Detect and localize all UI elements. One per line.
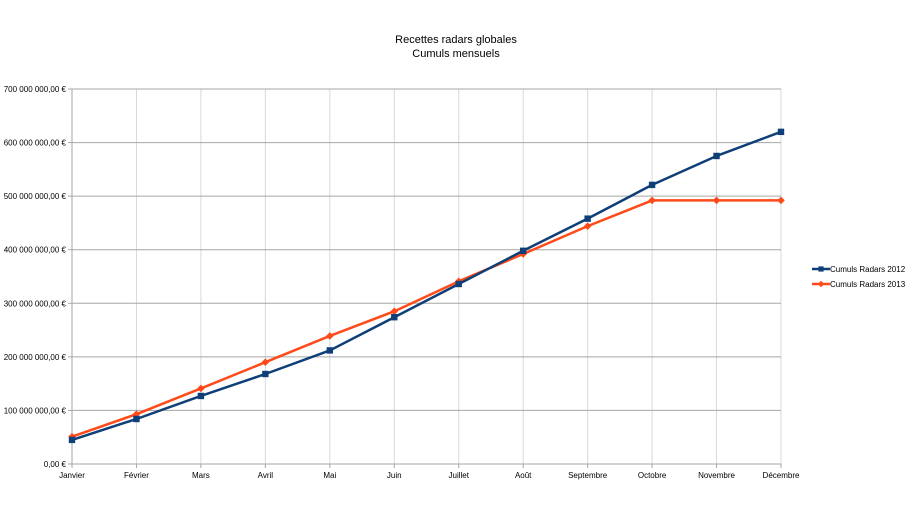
data-point (197, 392, 205, 400)
legend-label: Cumuls Radars 2012 (830, 265, 906, 274)
y-tick-label: 200 000 000,00 € (4, 353, 67, 362)
data-point (132, 410, 141, 418)
legend-entry: Cumuls Radars 2013 (812, 280, 906, 289)
data-point (197, 384, 205, 393)
x-tick-label: Juillet (449, 471, 470, 480)
data-point (648, 196, 656, 205)
grid (71, 88, 782, 465)
data-point (519, 247, 527, 254)
x-tick-label: Septembre (568, 471, 608, 480)
legend-marker (818, 266, 824, 272)
data-point (326, 347, 334, 354)
y-tick-label: 100 000 000,00 € (4, 406, 67, 415)
data-point (390, 307, 399, 316)
data-point (777, 128, 785, 136)
x-tick-label: Mars (192, 471, 210, 480)
series-line (71, 199, 781, 438)
x-axis-ticks: Janvier Février Mars Avril Mai Juin Juillet Aoû… (59, 471, 800, 480)
data-point (713, 152, 720, 160)
data-point (68, 436, 76, 444)
series-1 (68, 128, 785, 444)
data-point (648, 181, 656, 189)
axes (68, 88, 782, 468)
data-point (584, 215, 591, 222)
series (68, 128, 785, 444)
chart-title: Recettes radars globales (395, 34, 517, 46)
legend-entry: Cumuls Radars 2012 (812, 265, 906, 274)
data-point (68, 432, 76, 441)
legend-label: Cumuls Radars 2013 (830, 280, 906, 289)
data-point (391, 314, 398, 321)
data-point (583, 222, 592, 230)
x-tick-label: Décembre (763, 471, 800, 480)
y-tick-label: 300 000 000,00 € (4, 299, 67, 308)
y-tick-label: 0,00 € (44, 460, 67, 469)
data-point (455, 280, 462, 288)
y-tick-label: 600 000 000,00 € (4, 139, 67, 148)
x-tick-label: Août (515, 471, 532, 480)
y-tick-label: 700 000 000,00 € (4, 85, 67, 94)
x-tick-label: Février (124, 471, 149, 480)
data-point (326, 332, 334, 340)
chart-subtitle: Cumuls mensuels (412, 48, 500, 60)
x-tick-label: Janvier (59, 471, 85, 480)
data-point (712, 196, 721, 205)
data-point (262, 370, 269, 378)
data-point (133, 415, 140, 423)
series-line (71, 130, 782, 442)
y-tick-label: 500 000 000,00 € (4, 192, 67, 201)
y-tick-label: 400 000 000,00 € (4, 246, 67, 255)
x-tick-label: Juin (387, 471, 402, 480)
data-point (777, 196, 785, 205)
legend: Cumuls Radars 2012 Cumuls Radars 2013 (812, 265, 906, 289)
legend-marker (817, 280, 825, 288)
x-tick-label: Avril (258, 471, 274, 480)
x-tick-label: Mai (323, 471, 336, 480)
x-tick-label: Novembre (698, 471, 735, 480)
x-tick-label: Octobre (638, 471, 667, 480)
y-axis-ticks: 0,00 € 100 000 000,00 € 200 000 000,00 € 30… (4, 85, 67, 469)
data-point (261, 358, 270, 367)
